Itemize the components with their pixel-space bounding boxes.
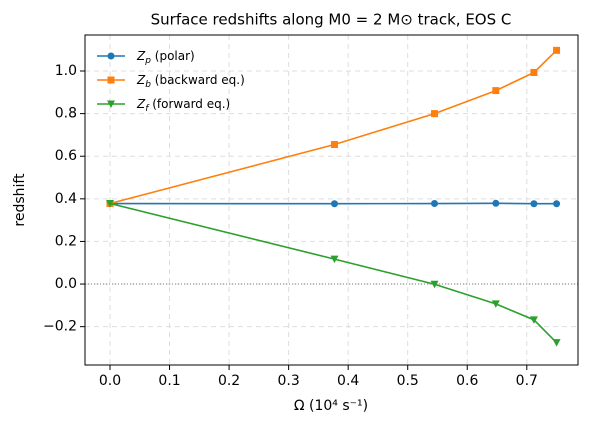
series-line xyxy=(109,49,558,205)
plot-frame xyxy=(84,34,579,366)
marker xyxy=(552,339,561,347)
marker xyxy=(553,200,561,208)
x-tick-label: 0.5 xyxy=(397,373,419,389)
marker xyxy=(330,141,338,149)
legend-marker xyxy=(107,76,115,84)
marker xyxy=(492,199,500,207)
y-tick-label: 0.0 xyxy=(55,276,77,292)
y-tick-label: 0.8 xyxy=(55,106,77,122)
marker xyxy=(330,200,338,208)
marker xyxy=(431,200,439,208)
y-tick-label: 0.6 xyxy=(55,148,77,164)
y-axis-label: redshift xyxy=(12,173,28,227)
marker xyxy=(553,46,561,54)
chart-title: Surface redshifts along M0 = 2 M⊙ track,… xyxy=(151,11,512,29)
series-line xyxy=(109,202,558,344)
marker xyxy=(430,280,439,289)
legend-label: Zp (polar) xyxy=(136,49,195,66)
marker xyxy=(529,316,538,324)
marker xyxy=(492,87,500,95)
x-tick-label: 0.1 xyxy=(158,373,180,389)
x-axis-label: Ω (10⁴ s⁻¹) xyxy=(294,398,368,414)
marker xyxy=(530,200,538,208)
marker xyxy=(431,110,439,118)
y-tick-label: 0.4 xyxy=(55,191,77,207)
y-tick-label: −0.2 xyxy=(43,319,77,335)
legend-label: Zf (forward eq.) xyxy=(136,97,230,114)
x-tick-label: 0.7 xyxy=(516,373,538,389)
y-tick-label: 0.2 xyxy=(55,233,77,249)
x-tick-label: 0.4 xyxy=(337,373,359,389)
x-tick-label: 0.0 xyxy=(99,373,121,389)
marker xyxy=(106,200,115,208)
x-tick-label: 0.3 xyxy=(277,373,299,389)
marker xyxy=(530,68,538,76)
y-tick-label: 1.0 xyxy=(55,63,77,79)
marker xyxy=(491,300,500,308)
legend-label: Zb (backward eq.) xyxy=(136,73,245,90)
x-tick-label: 0.2 xyxy=(218,373,240,389)
legend-marker xyxy=(107,100,115,108)
x-tick-label: 0.6 xyxy=(456,373,478,389)
marker xyxy=(330,255,339,264)
legend-marker xyxy=(107,52,115,60)
